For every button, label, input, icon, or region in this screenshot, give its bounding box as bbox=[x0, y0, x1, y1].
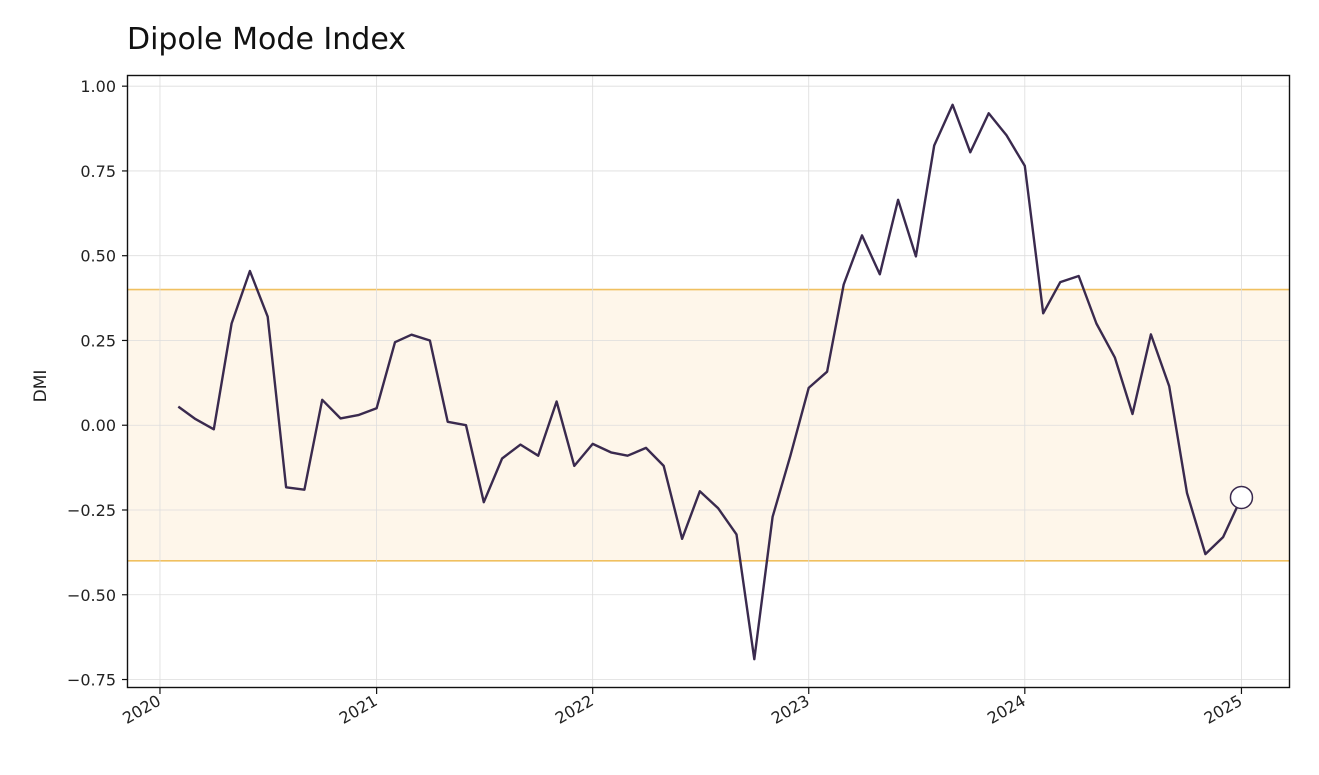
y-tick-label: 0.25 bbox=[80, 331, 116, 350]
x-tick-label: 2022 bbox=[552, 691, 597, 728]
latest-point-marker bbox=[1229, 485, 1254, 510]
x-tick-label: 2021 bbox=[336, 691, 381, 728]
dmi-series-line bbox=[177, 103, 1243, 661]
y-tick-label: 0.50 bbox=[80, 247, 116, 266]
y-tick-label: 1.00 bbox=[80, 77, 116, 96]
y-tick-label: −0.50 bbox=[67, 586, 116, 605]
x-tick-label: 2023 bbox=[768, 691, 813, 728]
y-axis-label: DMI bbox=[31, 370, 51, 403]
x-tick-label: 2024 bbox=[984, 691, 1029, 728]
x-tick-label: 2020 bbox=[119, 691, 164, 728]
y-tick-label: −0.25 bbox=[67, 501, 116, 520]
y-axis-ticks: 1.00 0.75 0.50 0.25 0.00 −0.25 −0.50 −0.75 bbox=[67, 77, 128, 690]
x-axis-ticks: 2020 2021 2022 2023 2024 2025 bbox=[119, 688, 1245, 728]
y-tick-label: 0.75 bbox=[80, 162, 116, 181]
series-layer bbox=[177, 103, 1254, 661]
plot-frame bbox=[126, 74, 1291, 689]
chart-title: Dipole Mode Index bbox=[127, 22, 407, 57]
x-tick-label: 2025 bbox=[1201, 691, 1246, 728]
y-tick-label: −0.75 bbox=[67, 671, 116, 690]
grid-lines bbox=[128, 76, 1290, 688]
y-tick-label: 0.00 bbox=[80, 416, 116, 435]
